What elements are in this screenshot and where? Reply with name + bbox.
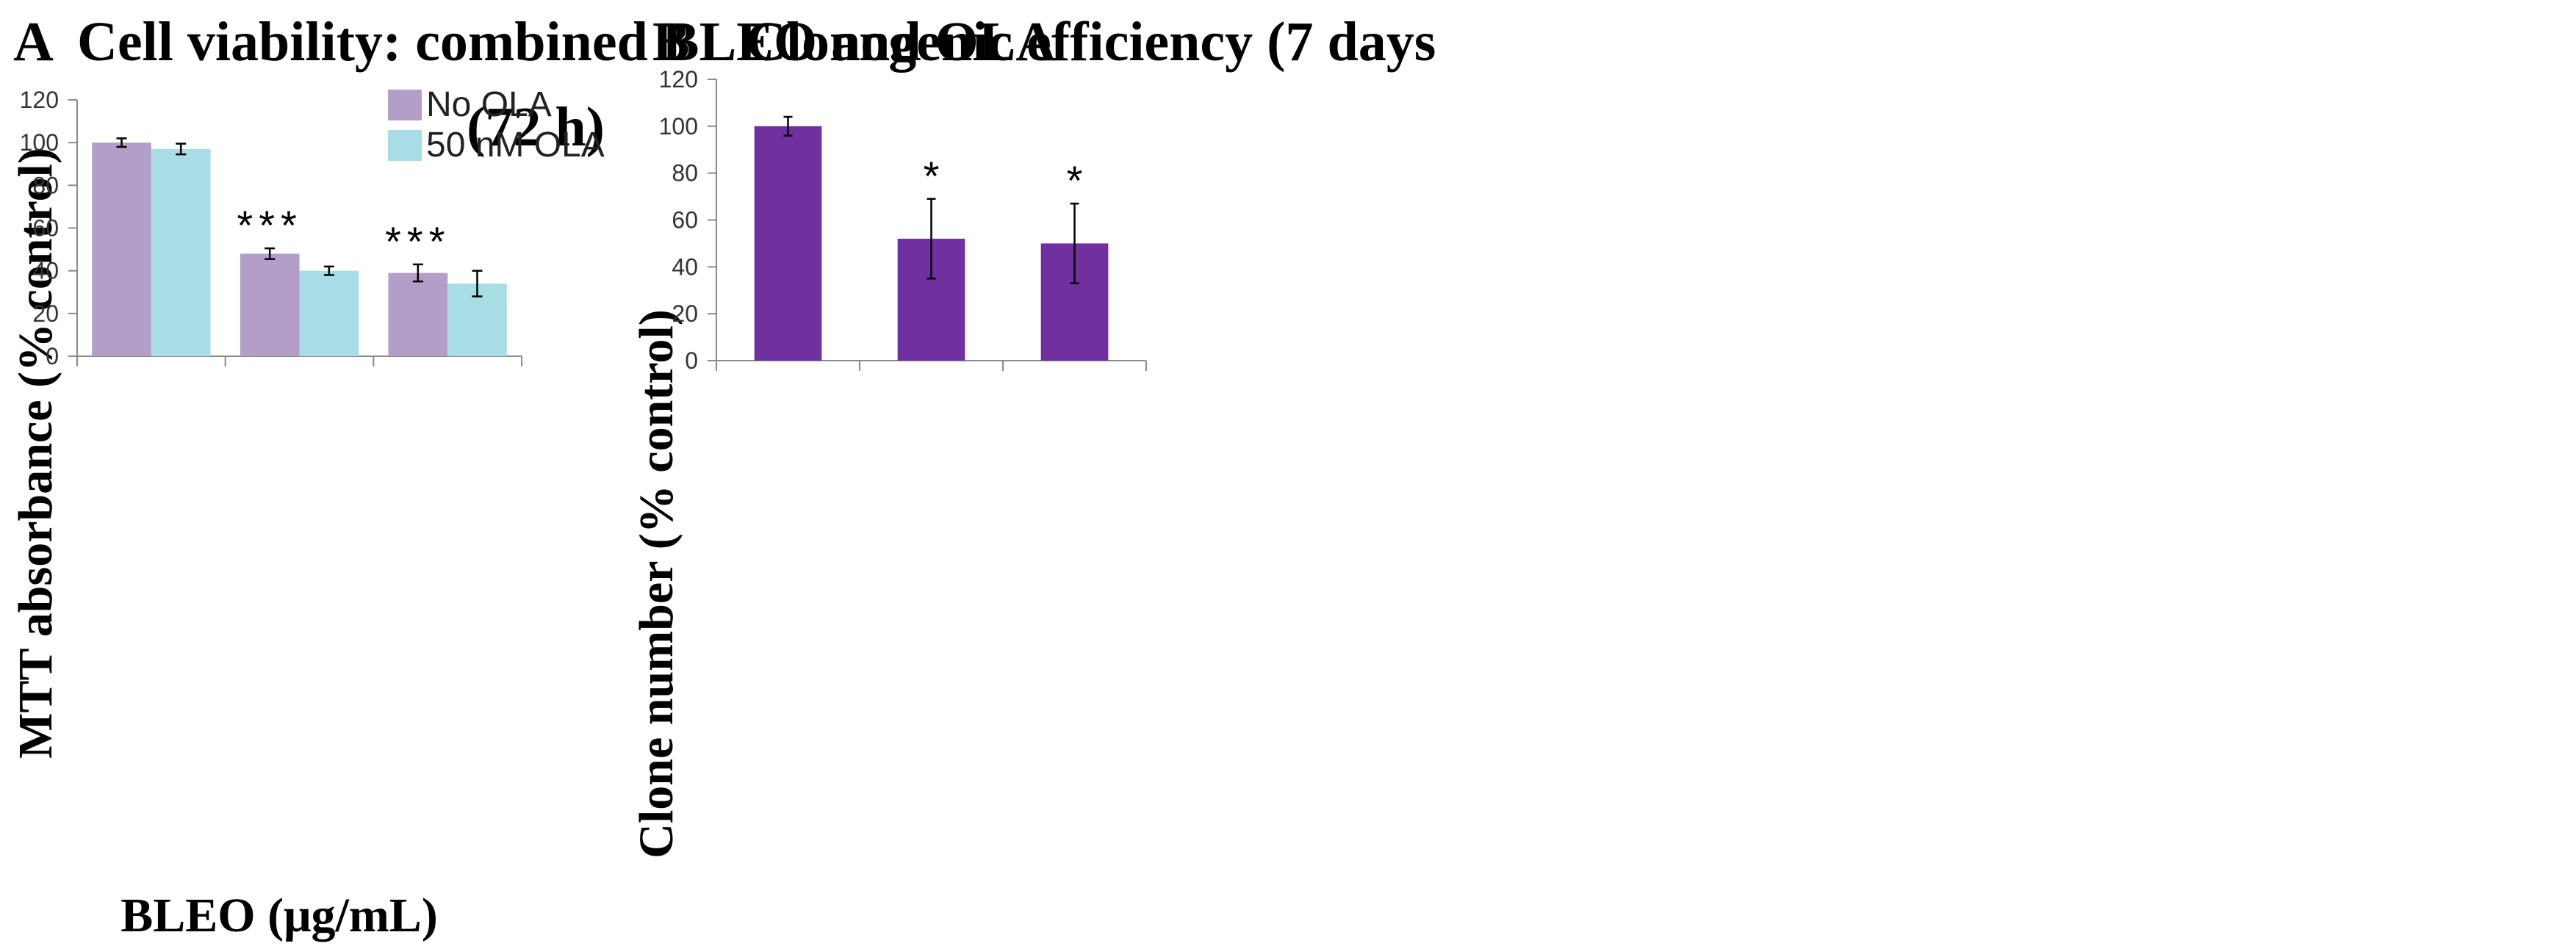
panel-a-y-tick-label: 0 <box>46 343 59 369</box>
panel-a-x-axis-title: BLEO (μg/mL) <box>120 889 438 942</box>
panel-a-legend-swatch <box>388 130 422 161</box>
panel-a-y-axis-title: MTT absorbance (% control) <box>9 148 62 759</box>
panel-a-bar <box>388 272 448 356</box>
panel-b-significance-label: * <box>1067 157 1083 203</box>
panel-a-legend-label: 50 nM OLA <box>426 126 605 165</box>
panel-a-y-tick-label: 80 <box>32 172 59 198</box>
panel-a-significance-label: *** <box>237 202 302 248</box>
panel-b-y-tick-label: 40 <box>672 253 698 280</box>
panel-a-legend-swatch <box>388 90 422 120</box>
panel-b-y-tick-label: 120 <box>659 66 698 93</box>
panel-b-significance-label: * <box>924 153 940 199</box>
panel-a-legend-label: No OLA <box>426 85 552 124</box>
panel-b-plot: 020406080100120CONTROLBLEO*BLEO+OLA* <box>659 66 1147 374</box>
panel-a-title-line2: (72 h) <box>467 96 605 158</box>
panel-a-title: Cell viability: combined BLEO and OLA <box>77 11 1056 73</box>
panel-b-y-tick-label: 100 <box>659 113 698 140</box>
panel-a-bar <box>92 142 151 356</box>
panel-b-y-tick-label: 60 <box>672 207 698 234</box>
panel-a-y-tick-label: 20 <box>32 300 59 327</box>
panel-a-y-tick-label: 100 <box>20 129 59 156</box>
panel-a-y-tick-label: 40 <box>32 258 59 284</box>
panel-a-y-tick-label: 120 <box>20 87 59 113</box>
panel-b-y-tick-label: 0 <box>685 347 698 374</box>
panel-b-y-axis-title: Clone number (% control) <box>630 309 683 858</box>
panel-a-bar <box>151 148 211 356</box>
panel-b-y-tick-label: 80 <box>672 160 698 187</box>
panel-a-bar <box>240 253 300 356</box>
panel-a-bar <box>299 270 359 356</box>
panel-a-letter: A <box>13 11 54 73</box>
panel-b-bar <box>754 126 822 361</box>
panel-b-y-tick-label: 20 <box>672 300 698 327</box>
panel-b-letter: B <box>652 11 690 73</box>
panel-a-y-tick-label: 60 <box>32 215 59 242</box>
panel-b-title: Clonogenic efficiency (7 days <box>746 11 1436 73</box>
panel-a-significance-label: *** <box>385 218 450 264</box>
